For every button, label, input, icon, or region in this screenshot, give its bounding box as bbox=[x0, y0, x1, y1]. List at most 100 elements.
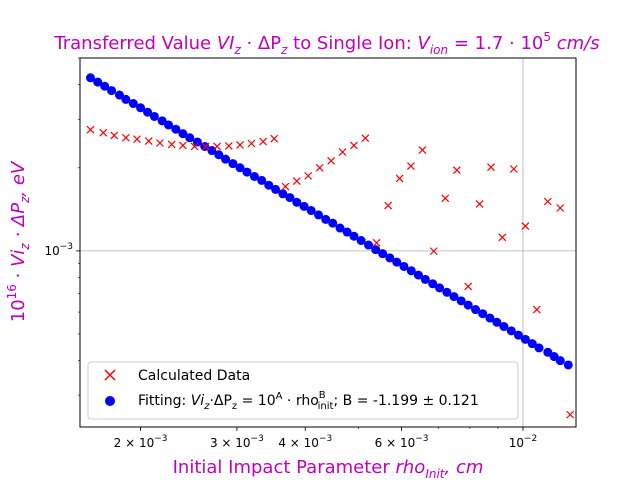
calculated-point bbox=[201, 142, 210, 151]
legend-part: Vi bbox=[191, 393, 205, 409]
legend-label-calculated: Calculated Data bbox=[138, 368, 250, 384]
fit-point bbox=[378, 249, 388, 259]
title-part: = 1.7 · 10 bbox=[448, 33, 543, 54]
title-part: z bbox=[280, 43, 288, 57]
fit-point bbox=[93, 77, 103, 87]
fit-point bbox=[555, 356, 565, 366]
fit-point bbox=[399, 261, 409, 271]
legend-part: B bbox=[319, 390, 326, 401]
fit-point bbox=[392, 257, 402, 267]
calculated-point bbox=[327, 156, 336, 165]
calculated-point bbox=[361, 134, 370, 143]
ylabel-part: Vi bbox=[8, 250, 29, 267]
calculated-point bbox=[556, 204, 565, 212]
fit-point bbox=[321, 214, 331, 224]
legend-part: Fitting: bbox=[138, 393, 191, 409]
fit-point bbox=[157, 116, 167, 126]
calculated-point bbox=[247, 139, 256, 148]
fit-point bbox=[456, 296, 466, 306]
calculated-point bbox=[213, 142, 222, 151]
fit-point bbox=[164, 120, 174, 130]
fit-point bbox=[349, 231, 359, 241]
calculated-point bbox=[372, 238, 381, 247]
legend-part: init bbox=[318, 401, 334, 412]
fit-point bbox=[449, 292, 459, 302]
fit-point bbox=[107, 86, 117, 96]
fit-point bbox=[185, 133, 195, 143]
title-part: 5 bbox=[543, 30, 551, 44]
xlabel-part: Init bbox=[425, 467, 445, 480]
legend-label-fitting: Fitting: Viz·ΔPz = 10A · rhoB init; B = -… bbox=[138, 390, 479, 412]
fit-point bbox=[207, 146, 217, 156]
calculated-point bbox=[543, 197, 552, 206]
legend-box bbox=[87, 361, 519, 420]
fit-point bbox=[527, 339, 537, 349]
fit-point bbox=[413, 270, 423, 280]
ylabel-part: z bbox=[18, 243, 32, 251]
xlabel-part: , cm bbox=[445, 457, 484, 478]
fit-point bbox=[485, 313, 495, 323]
title-part: Transferred Value bbox=[53, 33, 216, 54]
calculated-point bbox=[224, 142, 233, 150]
legend-part: ; B = -1.199 ± 0.121 bbox=[333, 393, 478, 409]
title-part: z bbox=[233, 43, 241, 57]
fit-point bbox=[314, 210, 324, 220]
x-tick-label: 10−2 bbox=[509, 434, 538, 450]
fit-point bbox=[278, 189, 288, 199]
fit-point bbox=[356, 236, 366, 246]
calculated-point bbox=[178, 141, 187, 150]
fit-point bbox=[171, 124, 181, 134]
legend-part: Calculated Data bbox=[138, 368, 250, 384]
fit-point bbox=[242, 167, 252, 177]
fit-point bbox=[420, 274, 430, 284]
fit-point bbox=[264, 180, 274, 190]
chart-title: Transferred Value VIz · ΔPz to Single Io… bbox=[53, 30, 599, 57]
ylabel-part: 16 bbox=[5, 284, 19, 299]
fit-point bbox=[299, 201, 309, 211]
legend-entry-fitting: Fitting: Viz·ΔPz = 10A · rhoB init; B = -… bbox=[105, 390, 479, 412]
fit-point bbox=[249, 172, 259, 182]
fit-point bbox=[364, 240, 374, 250]
calculated-point bbox=[418, 146, 427, 154]
calculated-point bbox=[315, 163, 324, 172]
title-part: cm/s bbox=[551, 33, 600, 54]
fit-point bbox=[214, 150, 224, 160]
calculated-point bbox=[144, 137, 153, 145]
legend-part: z bbox=[203, 401, 210, 412]
calculated-point bbox=[429, 247, 438, 256]
legend-circle-marker bbox=[105, 396, 115, 406]
y-tick-label: 10−3 bbox=[44, 242, 73, 258]
fit-point bbox=[442, 287, 452, 297]
legend-part: A bbox=[276, 391, 283, 402]
calculated-point bbox=[236, 141, 244, 149]
fit-point bbox=[200, 141, 210, 151]
fit-point bbox=[257, 175, 267, 185]
fit-point bbox=[143, 107, 153, 117]
calculated-point bbox=[121, 133, 130, 142]
calculated-point bbox=[304, 171, 313, 180]
legend: Calculated Data Fitting: Viz·ΔPz = 10A ·… bbox=[87, 361, 519, 420]
y-axis-label: 1016 · Viz · ΔPz, eV bbox=[5, 160, 32, 322]
x-axis-label: Initial Impact Parameter rhoInit, cm bbox=[173, 457, 484, 480]
calculated-point bbox=[350, 141, 358, 150]
legend-part: · bbox=[209, 393, 213, 409]
calculated-point bbox=[338, 148, 347, 157]
fit-point bbox=[192, 137, 202, 147]
legend-entry-calculated: Calculated Data bbox=[104, 368, 250, 384]
calculated-point bbox=[167, 140, 176, 149]
x-tick-label: 4 × 10−3 bbox=[278, 434, 332, 450]
fit-point bbox=[513, 330, 523, 340]
fit-point bbox=[114, 90, 124, 100]
fit-point bbox=[100, 81, 110, 91]
calculated-point bbox=[270, 134, 279, 143]
calculated-point bbox=[190, 142, 199, 151]
fit-point bbox=[121, 94, 131, 104]
fit-point bbox=[492, 317, 502, 327]
calculated-point bbox=[133, 135, 141, 144]
fit-point bbox=[406, 266, 416, 276]
ylabel-part: z bbox=[18, 196, 32, 204]
calculated-point bbox=[475, 199, 484, 208]
calculated-point bbox=[110, 131, 119, 140]
fit-point bbox=[534, 343, 544, 353]
